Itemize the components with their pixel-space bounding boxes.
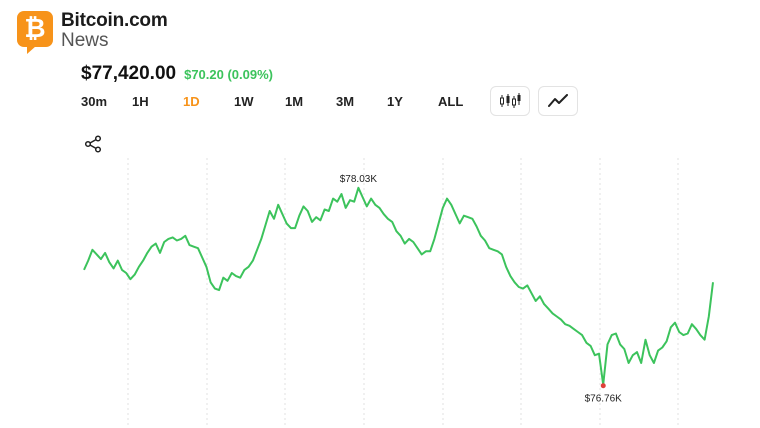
- range-1w-button[interactable]: 1W: [234, 94, 285, 109]
- candlestick-mode-button[interactable]: [490, 86, 530, 116]
- range-30m-button[interactable]: 30m: [81, 94, 132, 109]
- range-selector: 30m 1H 1D 1W 1M 3M 1Y ALL: [81, 86, 489, 116]
- current-price: $77,420.00: [81, 63, 177, 84]
- range-1m-button[interactable]: 1M: [285, 94, 336, 109]
- brand-logo[interactable]: ₿ Bitcoin.com News: [17, 11, 168, 54]
- brand-wordmark: Bitcoin.com News: [61, 11, 168, 50]
- brand-title: Bitcoin.com: [61, 10, 168, 31]
- brand-subtitle: News: [61, 30, 109, 51]
- range-3m-button[interactable]: 3M: [336, 94, 387, 109]
- bitcoin-logo-icon: ₿: [17, 11, 53, 54]
- chart-grid: [127, 158, 679, 428]
- range-1h-button[interactable]: 1H: [132, 94, 183, 109]
- line-mode-button[interactable]: [538, 86, 578, 116]
- line-chart-icon: [548, 94, 568, 107]
- range-1y-button[interactable]: 1Y: [387, 94, 438, 109]
- range-all-button[interactable]: ALL: [438, 94, 489, 109]
- price-series-line: [83, 186, 714, 386]
- share-icon[interactable]: [84, 135, 102, 153]
- price-chart[interactable]: $78.03K $76.76K: [0, 150, 760, 428]
- high-price-label: $78.03K: [340, 174, 378, 185]
- bitcoin-symbol: ₿: [24, 14, 46, 44]
- low-price-label: $76.76K: [585, 394, 623, 405]
- price-change: $70.20 (0.09%): [184, 67, 273, 82]
- low-price-marker: [600, 383, 606, 389]
- price-row: $77,420.00 $70.20 (0.09%): [81, 63, 273, 85]
- range-1d-button[interactable]: 1D: [183, 94, 234, 109]
- candlestick-chart-icon: [500, 93, 521, 108]
